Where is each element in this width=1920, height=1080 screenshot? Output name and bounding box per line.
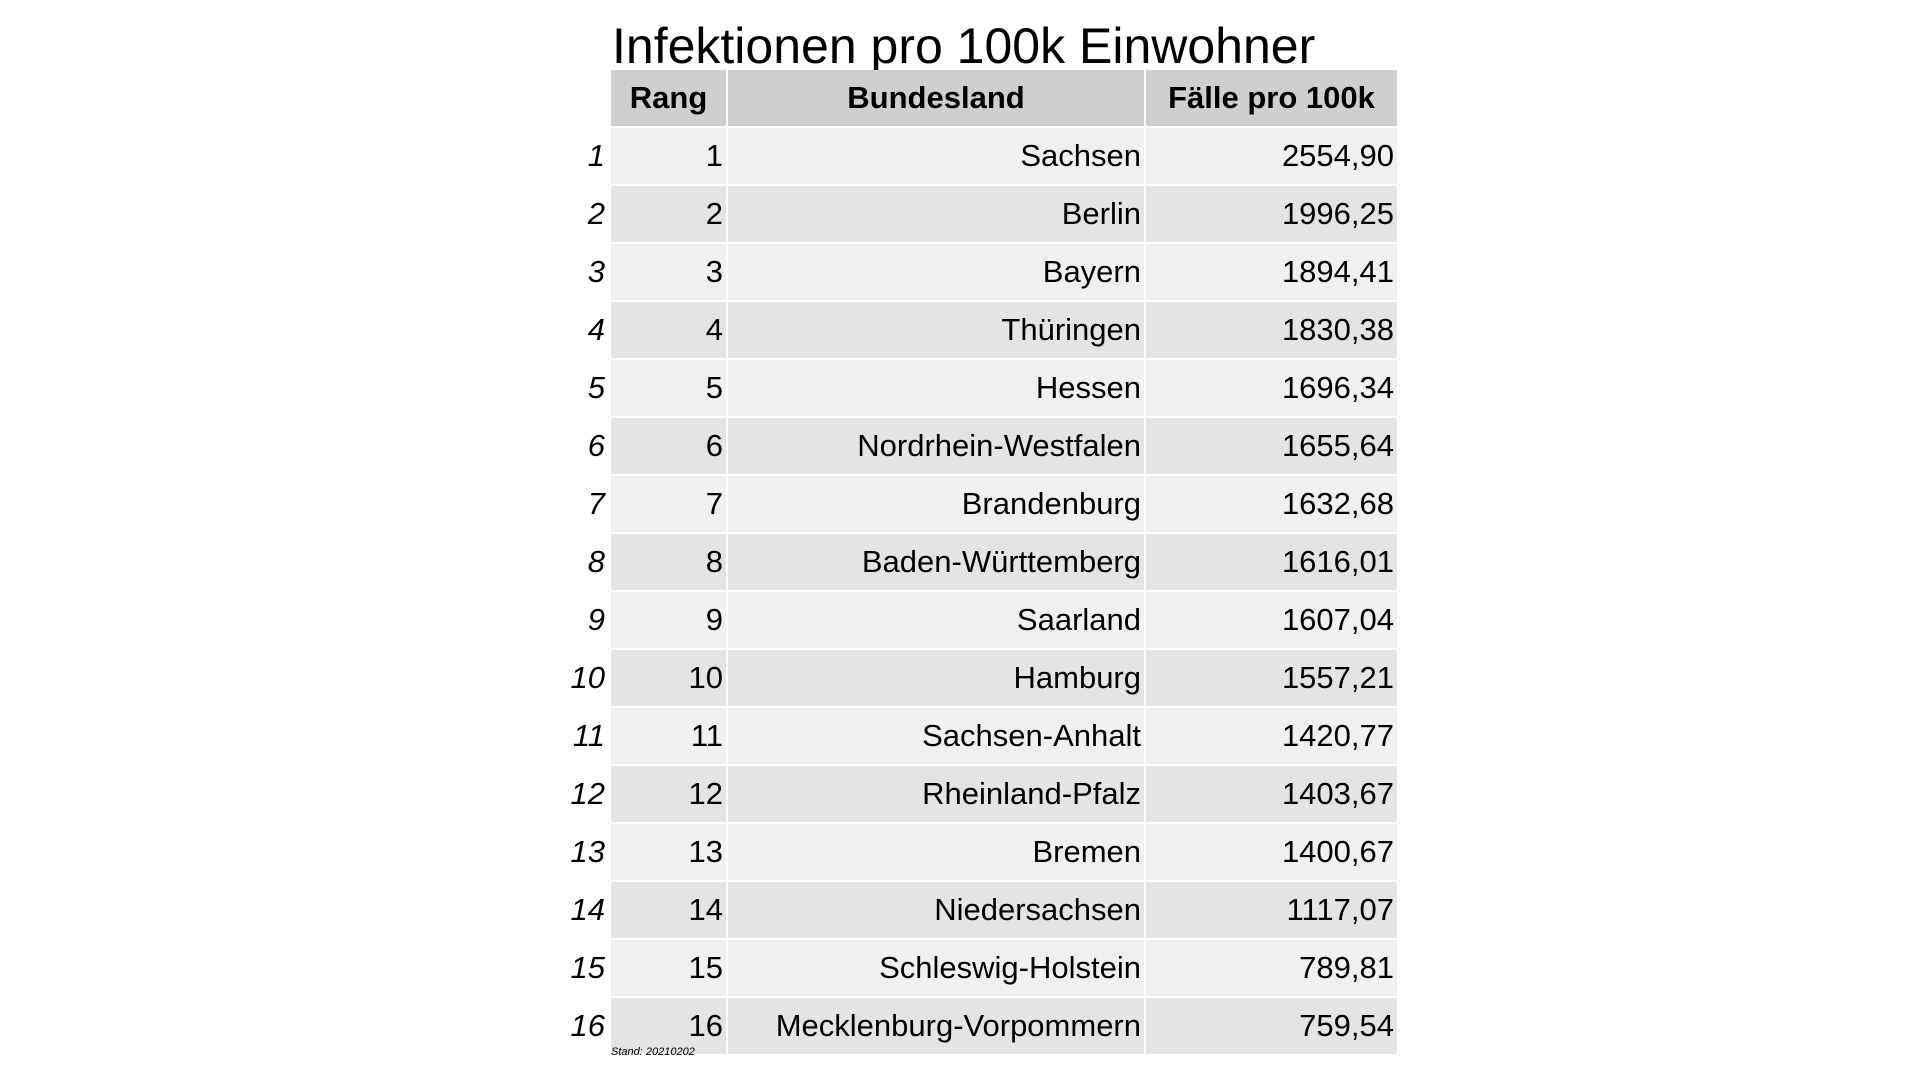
table-row: 7 7 Brandenburg 1632,68 [560, 474, 1397, 533]
table-row: 9 9 Saarland 1607,04 [560, 590, 1397, 649]
cell-value: 1696,34 [1144, 358, 1397, 417]
cell-value: 1400,67 [1144, 822, 1397, 881]
cell-rank: 13 [609, 822, 727, 881]
table-row: 16 16 Mecklenburg-Vorpommern 759,54 [560, 996, 1397, 1054]
cell-value: 1996,25 [1144, 184, 1397, 243]
table-row: 4 4 Thüringen 1830,38 [560, 300, 1397, 359]
row-index: 14 [560, 881, 610, 939]
cell-rank: 2 [609, 184, 727, 243]
row-index: 7 [560, 475, 610, 533]
row-index: 10 [560, 649, 610, 707]
cell-state: Mecklenburg-Vorpommern [726, 996, 1145, 1054]
data-table: Rang Bundesland Fälle pro 100k 1 1 Sachsen… [560, 70, 1397, 1054]
row-index: 8 [560, 533, 610, 591]
table-row: 2 2 Berlin 1996,25 [560, 184, 1397, 243]
table-row: 11 11 Sachsen-Anhalt 1420,77 [560, 706, 1397, 765]
row-index: 6 [560, 417, 610, 475]
table-row: 6 6 Nordrhein-Westfalen 1655,64 [560, 416, 1397, 475]
footnote: Stand: 20210202 [611, 1046, 695, 1058]
table-row: 1 1 Sachsen 2554,90 [560, 126, 1397, 185]
cell-value: 2554,90 [1144, 126, 1397, 185]
table-row: 13 13 Bremen 1400,67 [560, 822, 1397, 881]
cell-value: 1830,38 [1144, 300, 1397, 359]
cell-rank: 15 [609, 938, 727, 997]
row-index: 12 [560, 765, 610, 823]
cell-value: 1632,68 [1144, 474, 1397, 533]
row-index: 3 [560, 243, 610, 301]
row-index: 16 [560, 997, 610, 1054]
column-header-state: Bundesland [726, 70, 1145, 127]
cell-value: 1403,67 [1144, 764, 1397, 823]
cell-value: 1894,41 [1144, 242, 1397, 301]
cell-rank: 3 [609, 242, 727, 301]
cell-state: Sachsen-Anhalt [726, 706, 1145, 765]
cell-rank: 16 [609, 996, 727, 1054]
row-index: 2 [560, 185, 610, 243]
cell-rank: 1 [609, 126, 727, 185]
table-row: 8 8 Baden-Württemberg 1616,01 [560, 532, 1397, 591]
row-index: 13 [560, 823, 610, 881]
cell-state: Sachsen [726, 126, 1145, 185]
table-row: 10 10 Hamburg 1557,21 [560, 648, 1397, 707]
row-index: 15 [560, 939, 610, 997]
row-index: 1 [560, 127, 610, 185]
table-row: 14 14 Niedersachsen 1117,07 [560, 880, 1397, 939]
index-header [560, 70, 610, 127]
cell-value: 1557,21 [1144, 648, 1397, 707]
cell-value: 789,81 [1144, 938, 1397, 997]
table-row: 12 12 Rheinland-Pfalz 1403,67 [560, 764, 1397, 823]
table-row: 15 15 Schleswig-Holstein 789,81 [560, 938, 1397, 997]
header-row: Rang Bundesland Fälle pro 100k [560, 70, 1397, 127]
cell-state: Nordrhein-Westfalen [726, 416, 1145, 475]
cell-value: 759,54 [1144, 996, 1397, 1054]
cell-rank: 7 [609, 474, 727, 533]
cell-state: Saarland [726, 590, 1145, 649]
cell-state: Rheinland-Pfalz [726, 764, 1145, 823]
cell-rank: 8 [609, 532, 727, 591]
cell-value: 1607,04 [1144, 590, 1397, 649]
cell-rank: 12 [609, 764, 727, 823]
cell-rank: 9 [609, 590, 727, 649]
cell-value: 1420,77 [1144, 706, 1397, 765]
cell-state: Bremen [726, 822, 1145, 881]
row-index: 4 [560, 301, 610, 359]
cell-rank: 11 [609, 706, 727, 765]
row-index: 9 [560, 591, 610, 649]
cell-rank: 5 [609, 358, 727, 417]
chart-title: Infektionen pro 100k Einwohner [612, 18, 1316, 74]
table-body: 1 1 Sachsen 2554,90 2 2 Berlin 1996,25 3 3 Bayern 1… [560, 126, 1397, 1054]
row-index: 5 [560, 359, 610, 417]
cell-state: Niedersachsen [726, 880, 1145, 939]
cell-value: 1616,01 [1144, 532, 1397, 591]
cell-state: Berlin [726, 184, 1145, 243]
cell-value: 1117,07 [1144, 880, 1397, 939]
cell-rank: 10 [609, 648, 727, 707]
column-header-rank: Rang [609, 70, 727, 127]
table-row: 3 3 Bayern 1894,41 [560, 242, 1397, 301]
table-row: 5 5 Hessen 1696,34 [560, 358, 1397, 417]
column-header-value: Fälle pro 100k [1144, 70, 1397, 127]
cell-state: Thüringen [726, 300, 1145, 359]
cell-state: Brandenburg [726, 474, 1145, 533]
cell-rank: 14 [609, 880, 727, 939]
cell-rank: 6 [609, 416, 727, 475]
cell-value: 1655,64 [1144, 416, 1397, 475]
cell-rank: 4 [609, 300, 727, 359]
cell-state: Baden-Württemberg [726, 532, 1145, 591]
row-index: 11 [560, 707, 610, 765]
cell-state: Hamburg [726, 648, 1145, 707]
cell-state: Hessen [726, 358, 1145, 417]
cell-state: Bayern [726, 242, 1145, 301]
cell-state: Schleswig-Holstein [726, 938, 1145, 997]
